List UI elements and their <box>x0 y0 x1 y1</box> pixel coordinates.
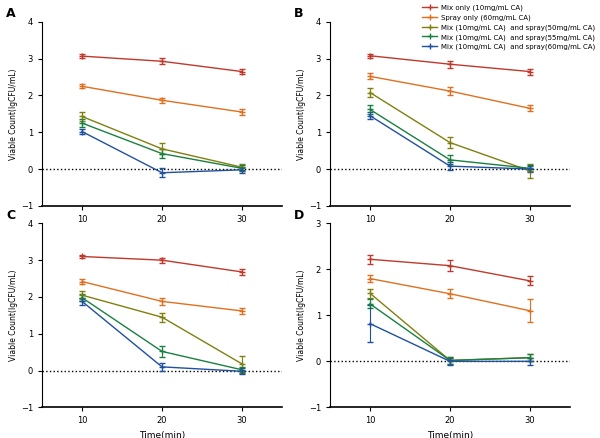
Y-axis label: Viable Count(lgCFU/mL): Viable Count(lgCFU/mL) <box>9 270 18 361</box>
Text: A: A <box>6 7 16 20</box>
X-axis label: Time(min): Time(min) <box>139 431 185 438</box>
Y-axis label: Viable Count(lgCFU/mL): Viable Count(lgCFU/mL) <box>9 68 18 159</box>
X-axis label: Time(min): Time(min) <box>427 230 473 238</box>
Y-axis label: Viable Count(lgCFU/mL): Viable Count(lgCFU/mL) <box>297 270 306 361</box>
Text: B: B <box>294 7 304 20</box>
X-axis label: Time(min): Time(min) <box>139 230 185 238</box>
Text: C: C <box>6 208 15 222</box>
Text: D: D <box>294 208 304 222</box>
X-axis label: Time(min): Time(min) <box>427 431 473 438</box>
Y-axis label: Viable Count(lgCFU/mL): Viable Count(lgCFU/mL) <box>297 68 306 159</box>
Legend: Mix only (10mg/mL CA), Spray only (60mg/mL CA), Mix (10mg/mL CA)  and spray(50mg: Mix only (10mg/mL CA), Spray only (60mg/… <box>421 4 596 52</box>
